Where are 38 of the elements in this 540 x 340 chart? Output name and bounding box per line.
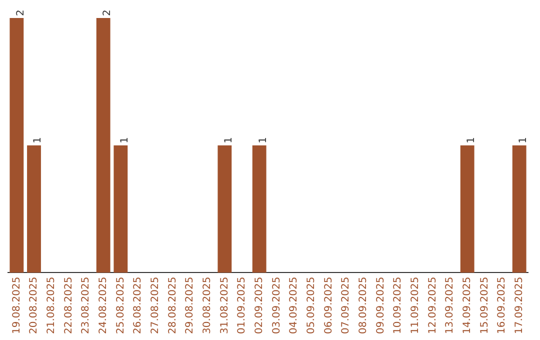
- x-tick-label: 01.09.2025: [236, 276, 248, 334]
- x-tick-label: 09.09.2025: [375, 276, 386, 334]
- x-tick-label: 27.08.2025: [150, 276, 161, 334]
- x-tick-label: 21.08.2025: [46, 276, 57, 334]
- data-label: 1: [466, 136, 477, 144]
- x-tick-label: 22.08.2025: [63, 276, 74, 334]
- data-label: 2: [15, 10, 26, 16]
- x-tick-label: 31.08.2025: [219, 276, 230, 334]
- x-tick-label: 26.08.2025: [132, 276, 144, 334]
- data-label: 1: [32, 136, 44, 144]
- x-tick-label: 08.09.2025: [358, 276, 369, 334]
- x-tick-label: 30.08.2025: [202, 276, 213, 334]
- x-tick-label: 10.09.2025: [392, 276, 404, 334]
- x-tick-label: 20.08.2025: [28, 276, 40, 334]
- x-tick-label: 12.09.2025: [427, 276, 438, 334]
- x-tick-label: 14.09.2025: [462, 276, 473, 334]
- x-tick-label: 25.08.2025: [115, 276, 126, 334]
- x-tick-label: 07.09.2025: [340, 276, 352, 334]
- data-label: 1: [258, 136, 269, 144]
- x-tick-label: 17.09.2025: [514, 276, 525, 334]
- x-tick-label: 16.09.2025: [496, 276, 508, 334]
- x-tick-label: 24.08.2025: [98, 276, 109, 334]
- x-tick-label: 03.09.2025: [271, 276, 282, 334]
- x-tick-label: 15.09.2025: [479, 276, 490, 334]
- x-tick-label: 11.09.2025: [410, 276, 421, 334]
- x-tick-label: 29.08.2025: [184, 276, 196, 334]
- data-label: 1: [223, 136, 234, 144]
- data-label: 2: [102, 10, 113, 16]
- x-tick-label: 13.09.2025: [444, 276, 456, 334]
- x-tick-label: 05.09.2025: [306, 276, 317, 334]
- data-label: 1: [518, 136, 529, 144]
- data-label: 1: [119, 136, 130, 144]
- x-tick-label: 19.08.2025: [11, 276, 22, 334]
- x-tick-label: 04.09.2025: [288, 276, 300, 334]
- x-tick-label: 23.08.2025: [80, 276, 92, 334]
- x-tick-label: 28.08.2025: [167, 276, 178, 334]
- x-tick-label: 02.09.2025: [254, 276, 265, 334]
- x-tick-label: 06.09.2025: [323, 276, 334, 334]
